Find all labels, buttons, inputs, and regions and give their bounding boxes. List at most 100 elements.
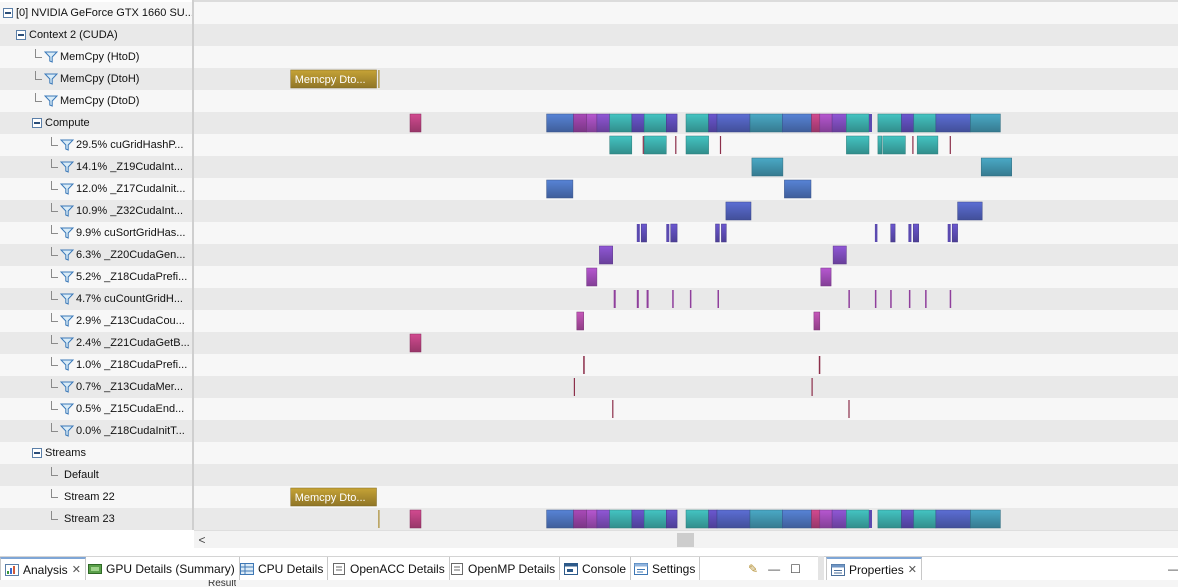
tree-row[interactable]: 6.3% _Z20CudaGen...: [0, 244, 192, 266]
tree-row[interactable]: 4.7% cuCountGridH...: [0, 288, 192, 310]
kernel-bar[interactable]: [913, 509, 937, 529]
kernel-bar[interactable]: [586, 267, 598, 287]
collapse-icon[interactable]: [16, 30, 26, 40]
filter-icon[interactable]: [59, 315, 75, 327]
memcpy-bar[interactable]: [378, 510, 380, 528]
kernel-bar[interactable]: [636, 224, 640, 242]
tree-row[interactable]: Compute: [0, 112, 192, 134]
kernel-bar[interactable]: [719, 136, 722, 154]
kernel-bar[interactable]: [819, 113, 833, 133]
filter-icon[interactable]: [59, 381, 75, 393]
filter-icon[interactable]: [59, 249, 75, 261]
kernel-bar[interactable]: [596, 113, 610, 133]
filter-icon[interactable]: [43, 95, 59, 107]
filter-icon[interactable]: [59, 293, 75, 305]
kernel-bar[interactable]: [717, 290, 720, 308]
filter-icon[interactable]: [59, 227, 75, 239]
kernel-bar[interactable]: [908, 224, 912, 242]
filter-icon[interactable]: [59, 337, 75, 349]
kernel-bar[interactable]: [573, 113, 587, 133]
tab-settings[interactable]: Settings: [630, 557, 701, 580]
kernel-bar[interactable]: [913, 223, 919, 243]
collapse-icon[interactable]: [3, 8, 13, 18]
tree-row[interactable]: Context 2 (CUDA): [0, 24, 192, 46]
kernel-bar[interactable]: [782, 113, 812, 133]
tree-row[interactable]: Default: [0, 464, 192, 486]
kernel-bar[interactable]: [576, 311, 584, 331]
kernel-bar[interactable]: [609, 135, 633, 155]
kernel-bar[interactable]: [666, 224, 670, 242]
kernel-bar[interactable]: [782, 509, 812, 529]
kernel-bar[interactable]: [901, 509, 915, 529]
kernel-bar[interactable]: [908, 290, 911, 308]
collapse-icon[interactable]: [32, 448, 42, 458]
kernel-bar[interactable]: [874, 290, 877, 308]
kernel-bar[interactable]: [813, 311, 821, 331]
tree-row[interactable]: 1.0% _Z18CudaPrefi...: [0, 354, 192, 376]
kernel-bar[interactable]: [970, 113, 1001, 133]
kernel-bar[interactable]: [811, 509, 821, 529]
kernel-bar[interactable]: [925, 290, 927, 308]
tree-row[interactable]: MemCpy (DtoH): [0, 68, 192, 90]
kernel-bar[interactable]: [970, 509, 1001, 529]
kernel-bar[interactable]: [546, 509, 574, 529]
tree-row[interactable]: [0] NVIDIA GeForce GTX 1660 SU...: [0, 2, 192, 24]
kernel-bar[interactable]: [716, 113, 751, 133]
kernel-bar[interactable]: [596, 509, 610, 529]
tree-row[interactable]: 0.0% _Z18CudaInitT...: [0, 420, 192, 442]
kernel-bar[interactable]: [831, 113, 847, 133]
maximize-view-button[interactable]: ☐: [790, 561, 801, 576]
kernel-bar[interactable]: [583, 356, 585, 374]
kernel-bar[interactable]: [685, 135, 709, 155]
kernel-bar[interactable]: [846, 135, 870, 155]
kernel-bar[interactable]: [609, 509, 633, 529]
kernel-bar[interactable]: [874, 224, 878, 242]
tab-openmp-details[interactable]: OpenMP Details: [446, 557, 561, 580]
kernel-bar[interactable]: [409, 509, 422, 529]
kernel-bar[interactable]: [666, 113, 678, 133]
kernel-bar[interactable]: [877, 113, 902, 133]
kernel-bar[interactable]: [980, 157, 1012, 177]
tab-analysis[interactable]: Analysis ✕: [0, 557, 86, 580]
kernel-bar[interactable]: [643, 509, 667, 529]
kernel-bar[interactable]: [643, 135, 667, 155]
kernel-bar[interactable]: [708, 113, 718, 133]
filter-icon[interactable]: [59, 403, 75, 415]
kernel-bar[interactable]: [848, 400, 850, 418]
kernel-bar[interactable]: [689, 290, 692, 308]
tab-properties[interactable]: Properties ✕: [826, 557, 922, 580]
kernel-bar[interactable]: [715, 223, 720, 243]
kernel-bar[interactable]: [631, 509, 645, 529]
memcpy-bar[interactable]: [290, 487, 377, 507]
kernel-bar[interactable]: [643, 113, 667, 133]
kernel-bar[interactable]: [716, 509, 751, 529]
kernel-bar[interactable]: [949, 136, 951, 154]
tree-row[interactable]: 12.0% _Z17CudaInit...: [0, 178, 192, 200]
kernel-bar[interactable]: [613, 290, 616, 308]
filter-icon[interactable]: [59, 271, 75, 283]
kernel-bar[interactable]: [751, 157, 784, 177]
tree-row[interactable]: 0.7% _Z13CudaMer...: [0, 376, 192, 398]
kernel-bar[interactable]: [721, 223, 727, 243]
tree-timeline-divider[interactable]: [192, 0, 194, 530]
kernel-bar[interactable]: [869, 510, 872, 528]
panel-separator[interactable]: [818, 556, 824, 587]
scroll-left-icon[interactable]: <: [198, 533, 206, 547]
kernel-bar[interactable]: [672, 290, 674, 308]
scrollbar-thumb[interactable]: [677, 533, 694, 547]
kernel-bar[interactable]: [675, 136, 677, 154]
kernel-bar[interactable]: [666, 509, 678, 529]
kernel-bar[interactable]: [670, 223, 678, 243]
kernel-bar[interactable]: [546, 113, 574, 133]
tab-cpu-details[interactable]: CPU Details: [236, 557, 329, 580]
tree-row[interactable]: 0.5% _Z15CudaEnd...: [0, 398, 192, 420]
filter-icon[interactable]: [59, 425, 75, 437]
memcpy-bar[interactable]: [378, 70, 380, 88]
kernel-bar[interactable]: [631, 113, 645, 133]
kernel-bar[interactable]: [949, 290, 952, 308]
timeline-horizontal-scrollbar[interactable]: <: [194, 530, 1178, 548]
tree-row[interactable]: 2.4% _Z21CudaGetB...: [0, 332, 192, 354]
close-icon[interactable]: ✕: [907, 564, 917, 576]
filter-icon[interactable]: [43, 51, 59, 63]
kernel-bar[interactable]: [685, 113, 709, 133]
